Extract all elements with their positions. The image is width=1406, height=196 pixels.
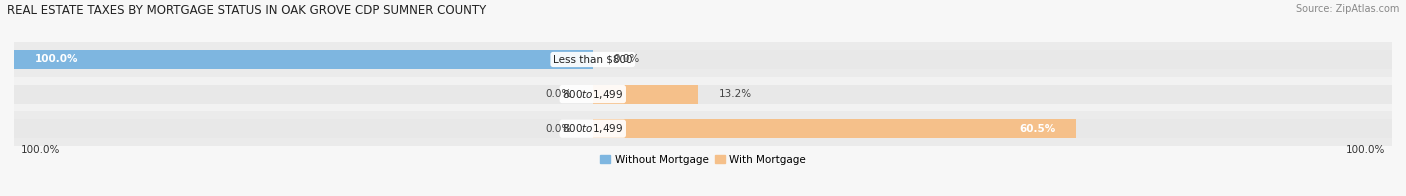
Bar <box>14 84 1392 104</box>
Text: 0.0%: 0.0% <box>546 124 572 134</box>
Bar <box>14 77 1392 111</box>
Text: 100.0%: 100.0% <box>21 145 60 155</box>
Text: 0.0%: 0.0% <box>613 54 640 64</box>
Text: 0.0%: 0.0% <box>546 89 572 99</box>
Bar <box>14 111 1392 146</box>
Bar <box>14 50 593 69</box>
Text: 100.0%: 100.0% <box>1346 145 1385 155</box>
Text: Less than $800: Less than $800 <box>553 54 633 64</box>
Bar <box>593 84 699 104</box>
Legend: Without Mortgage, With Mortgage: Without Mortgage, With Mortgage <box>596 151 810 169</box>
Bar <box>14 42 1392 77</box>
Bar <box>593 119 1076 138</box>
Text: REAL ESTATE TAXES BY MORTGAGE STATUS IN OAK GROVE CDP SUMNER COUNTY: REAL ESTATE TAXES BY MORTGAGE STATUS IN … <box>7 4 486 17</box>
Bar <box>14 119 1392 138</box>
Text: $800 to $1,499: $800 to $1,499 <box>562 88 623 101</box>
Text: 60.5%: 60.5% <box>1019 124 1056 134</box>
Text: 100.0%: 100.0% <box>35 54 79 64</box>
Text: 13.2%: 13.2% <box>718 89 752 99</box>
Text: $800 to $1,499: $800 to $1,499 <box>562 122 623 135</box>
Bar <box>14 50 1392 69</box>
Text: Source: ZipAtlas.com: Source: ZipAtlas.com <box>1295 4 1399 14</box>
